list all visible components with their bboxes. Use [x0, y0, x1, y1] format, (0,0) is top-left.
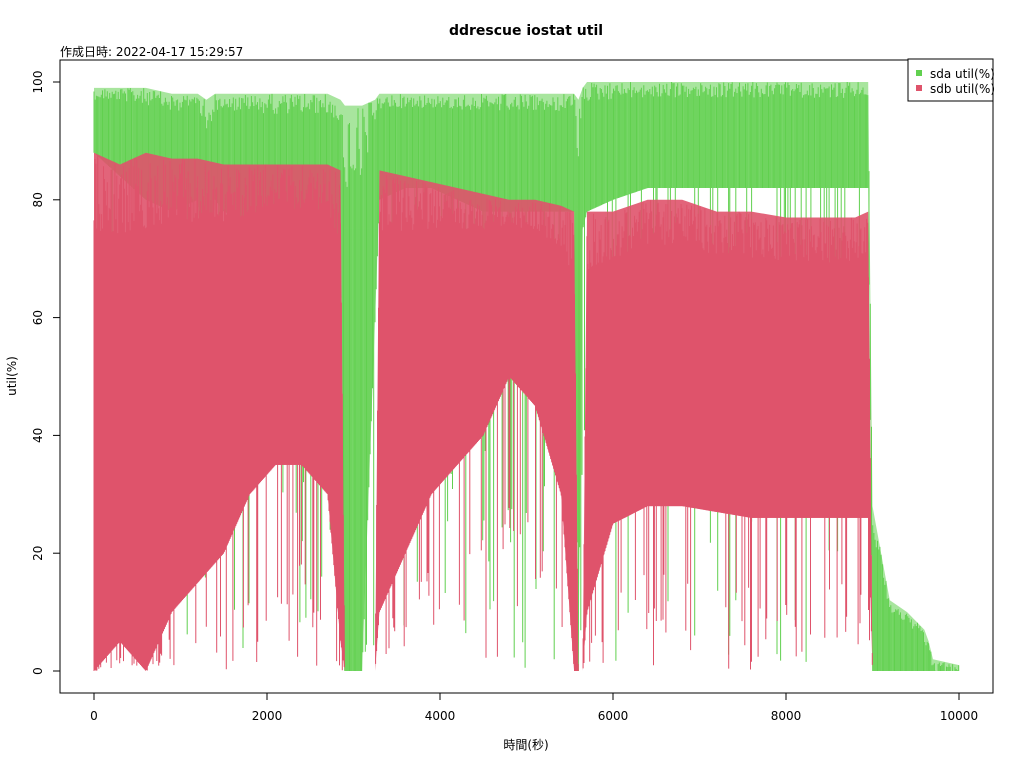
- y-tick-label: 0: [31, 667, 45, 675]
- x-tick-label: 10000: [940, 709, 978, 723]
- y-tick-label: 100: [31, 71, 45, 94]
- y-tick-label: 80: [31, 192, 45, 207]
- legend-label-sdb: sdb util(%): [930, 82, 995, 96]
- legend-swatch-sdb: [916, 85, 922, 91]
- x-axis-label: 時間(秒): [503, 738, 548, 752]
- x-axis: 0 2000 4000 6000 8000 10000: [90, 692, 978, 723]
- x-tick-label: 0: [90, 709, 98, 723]
- x-tick-label: 2000: [252, 709, 283, 723]
- y-tick-label: 20: [31, 546, 45, 561]
- legend-swatch-sda: [916, 70, 922, 76]
- y-axis: 0 20 40 60 80 100: [31, 71, 61, 675]
- legend-label-sda: sda util(%): [930, 67, 995, 81]
- series-samples: [93, 157, 873, 671]
- series-layer: [93, 82, 960, 671]
- chart-subtitle: 作成日時: 2022-04-17 15:29:57: [60, 45, 243, 59]
- x-tick-label: 4000: [425, 709, 456, 723]
- legend: sda util(%) sdb util(%): [907, 58, 995, 102]
- series-sdb: [93, 152, 959, 671]
- y-tick-label: 60: [31, 310, 45, 325]
- y-axis-label: util(%): [5, 356, 19, 396]
- x-tick-label: 8000: [771, 709, 802, 723]
- x-tick-label: 6000: [598, 709, 629, 723]
- legend-box: [907, 58, 994, 102]
- y-tick-label: 40: [31, 428, 45, 443]
- chart-title: ddrescue iostat util: [449, 23, 603, 39]
